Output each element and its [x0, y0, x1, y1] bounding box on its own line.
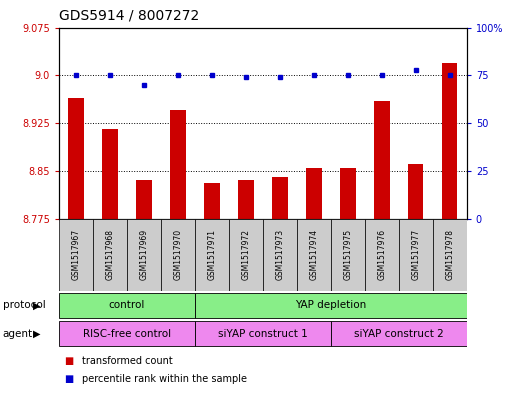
Bar [59, 219, 93, 291]
Bar [306, 167, 322, 219]
Text: GSM1517970: GSM1517970 [173, 229, 183, 281]
Bar [161, 219, 195, 291]
Text: YAP depletion: YAP depletion [295, 300, 366, 310]
Bar [136, 180, 152, 219]
Text: GSM1517976: GSM1517976 [378, 229, 386, 281]
Text: control: control [109, 300, 145, 310]
Bar [433, 219, 467, 291]
Bar [263, 219, 297, 291]
Bar [170, 110, 186, 219]
Bar [365, 219, 399, 291]
Text: ▶: ▶ [33, 300, 41, 310]
Bar [297, 219, 331, 291]
Text: GSM1517968: GSM1517968 [106, 230, 114, 280]
Text: siYAP construct 1: siYAP construct 1 [218, 329, 308, 339]
Text: GSM1517974: GSM1517974 [309, 229, 319, 281]
Bar [59, 293, 195, 318]
Text: GSM1517972: GSM1517972 [242, 230, 250, 280]
Bar [204, 184, 220, 219]
Text: GDS5914 / 8007272: GDS5914 / 8007272 [59, 8, 199, 22]
Text: GSM1517975: GSM1517975 [343, 229, 352, 281]
Bar [374, 101, 389, 219]
Bar [195, 219, 229, 291]
Text: GSM1517967: GSM1517967 [71, 229, 81, 281]
Text: GSM1517978: GSM1517978 [445, 230, 455, 280]
Text: GSM1517969: GSM1517969 [140, 229, 148, 281]
Text: GSM1517973: GSM1517973 [275, 229, 284, 281]
Bar [399, 219, 433, 291]
Bar [340, 167, 356, 219]
Text: percentile rank within the sample: percentile rank within the sample [82, 375, 247, 384]
Bar [127, 219, 161, 291]
Text: ■: ■ [64, 356, 73, 366]
Text: RISC-free control: RISC-free control [83, 329, 171, 339]
Text: ▶: ▶ [33, 329, 41, 339]
Text: GSM1517977: GSM1517977 [411, 229, 420, 281]
Bar [238, 180, 253, 219]
Bar [229, 219, 263, 291]
Text: transformed count: transformed count [82, 356, 173, 366]
Bar [408, 164, 424, 219]
Bar [195, 321, 331, 346]
Bar [442, 62, 458, 219]
Bar [68, 97, 84, 219]
Bar [59, 321, 195, 346]
Bar [93, 219, 127, 291]
Text: agent: agent [3, 329, 33, 339]
Bar [272, 177, 288, 219]
Bar [102, 129, 117, 219]
Text: GSM1517971: GSM1517971 [207, 230, 216, 280]
Text: ■: ■ [64, 375, 73, 384]
Bar [331, 219, 365, 291]
Bar [331, 321, 467, 346]
Text: protocol: protocol [3, 300, 45, 310]
Bar [195, 293, 467, 318]
Text: siYAP construct 2: siYAP construct 2 [354, 329, 444, 339]
